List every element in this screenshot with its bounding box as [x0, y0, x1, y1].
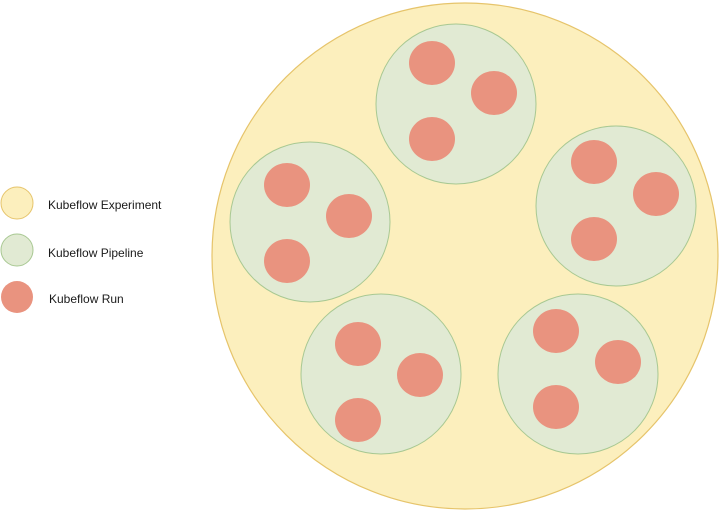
pipeline-group [497, 293, 659, 455]
legend-label-run: Kubeflow Run [49, 292, 124, 306]
run-circle [571, 140, 617, 184]
pipeline-group [229, 141, 391, 303]
legend-label-pipeline: Kubeflow Pipeline [48, 246, 144, 260]
run-circle [326, 194, 372, 238]
run-circle [533, 385, 579, 429]
pipeline-group [300, 293, 462, 455]
run-circle [335, 322, 381, 366]
run-circle [409, 41, 455, 85]
legend-swatch-pipeline [0, 233, 34, 267]
run-circle [264, 163, 310, 207]
pipeline-group [375, 23, 537, 185]
run-circle [595, 340, 641, 384]
legend-swatch-experiment [0, 186, 34, 220]
run-circle [335, 398, 381, 442]
legend [0, 186, 34, 313]
run-circle [471, 71, 517, 115]
pipeline-group [535, 125, 697, 287]
run-circle [571, 217, 617, 261]
run-circle [533, 309, 579, 353]
legend-swatch-run [1, 281, 33, 313]
run-circle [633, 172, 679, 216]
run-circle [397, 353, 443, 397]
run-circle [264, 239, 310, 283]
run-circle [409, 117, 455, 161]
legend-label-experiment: Kubeflow Experiment [48, 198, 162, 212]
